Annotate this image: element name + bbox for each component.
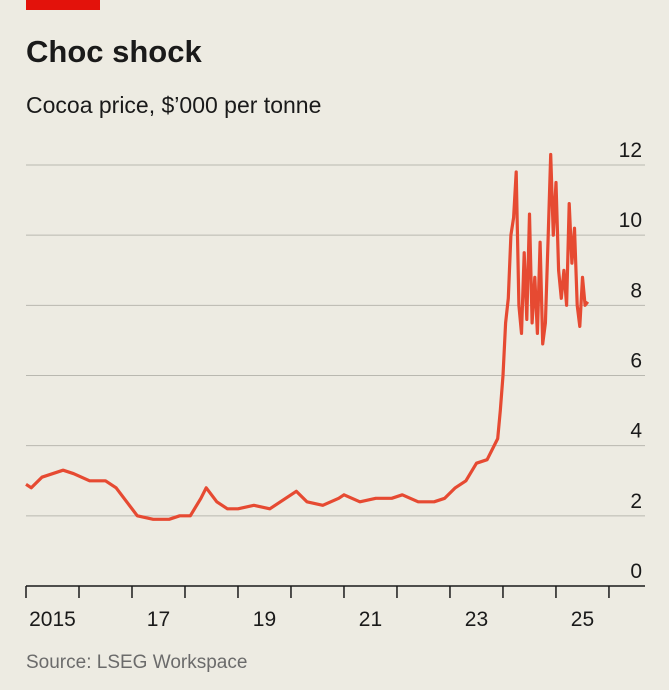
x-tick-label: 25 xyxy=(571,608,594,631)
y-tick-label: 4 xyxy=(630,420,642,443)
source: Source: LSEG Workspace xyxy=(26,652,247,673)
y-tick-label: 6 xyxy=(630,350,642,373)
y-tick-label: 12 xyxy=(619,139,642,162)
x-tick-label: 2015 xyxy=(29,608,76,631)
y-tick-label: 10 xyxy=(619,209,642,232)
x-tick-label: 17 xyxy=(147,608,170,631)
chart-subtitle: Cocoa price, $’000 per tonne xyxy=(26,92,321,118)
y-tick-label: 2 xyxy=(630,490,642,513)
x-tick-label: 19 xyxy=(253,608,276,631)
y-tick-label: 0 xyxy=(630,560,642,583)
brand-bar xyxy=(26,0,100,10)
x-tick-label: 21 xyxy=(359,608,382,631)
x-tick-label: 23 xyxy=(465,608,488,631)
price-line xyxy=(25,152,590,521)
y-tick-label: 8 xyxy=(630,279,642,302)
chart-title: Choc shock xyxy=(26,34,202,69)
